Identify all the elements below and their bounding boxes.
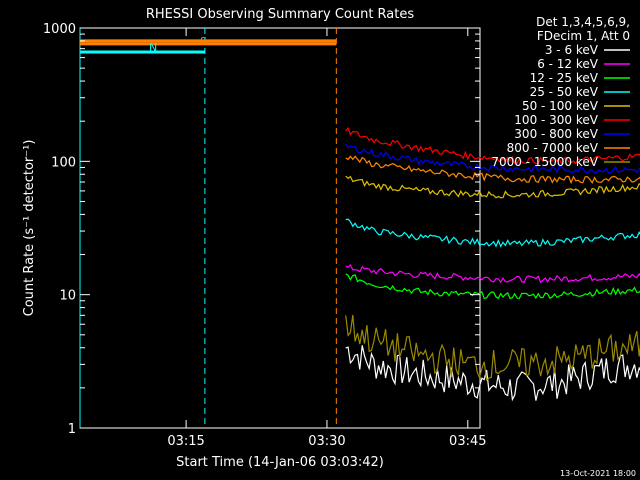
legend-label-7: 800 - 7000 keV	[507, 141, 599, 155]
annotation-n: N	[149, 41, 157, 54]
legend-label-1: 6 - 12 keV	[537, 57, 599, 71]
legend-header-1: Det 1,3,4,5,6,9,	[536, 15, 630, 29]
legend-label-8: 7000 - 15000 keV	[491, 155, 598, 169]
legend-label-3: 25 - 50 keV	[530, 85, 599, 99]
annotation-s: S	[200, 35, 207, 48]
legend: Det 1,3,4,5,6,9, FDecim 1, Att 0 3 - 6 k…	[491, 15, 630, 169]
y-tick-label-2: 100	[51, 155, 76, 170]
series-line-6	[345, 143, 640, 174]
flag-bars	[79, 28, 337, 428]
x-axis-label: Start Time (14-Jan-06 03:03:42)	[176, 455, 384, 470]
x-tick-label-1: 03:30	[308, 434, 345, 449]
plot-frame	[79, 27, 481, 429]
y-tick-label-1: 10	[59, 289, 76, 304]
legend-label-5: 100 - 300 keV	[514, 113, 598, 127]
y-tick-label-0: 1	[68, 422, 76, 437]
series-line-4	[345, 175, 640, 199]
legend-label-2: 12 - 25 keV	[530, 71, 599, 85]
legend-label-6: 300 - 800 keV	[514, 127, 598, 141]
y-axis-label: Count Rate (s⁻¹ detector⁻¹)	[22, 140, 37, 317]
series-line-1	[345, 263, 640, 284]
axis-ticks: 03:15 03:30 03:45 1 10 100 1000	[43, 22, 487, 449]
legend-label-4: 50 - 100 keV	[522, 99, 599, 113]
series-line-7	[345, 155, 640, 185]
footer-timestamp: 13-Oct-2021 18:00	[560, 469, 636, 478]
legend-label-0: 3 - 6 keV	[545, 43, 599, 57]
legend-header-2: FDecim 1, Att 0	[537, 29, 630, 43]
x-tick-label-2: 03:45	[449, 434, 486, 449]
x-tick-label-0: 03:15	[167, 434, 204, 449]
series-line-3	[345, 218, 640, 248]
series-line-0	[345, 345, 640, 402]
series-line-8	[345, 314, 640, 381]
series-line-5	[345, 126, 640, 165]
y-tick-label-3: 1000	[43, 22, 76, 37]
series-line-2	[345, 273, 640, 300]
chart-title: RHESSI Observing Summary Count Rates	[146, 7, 415, 22]
series-lines	[345, 126, 640, 402]
